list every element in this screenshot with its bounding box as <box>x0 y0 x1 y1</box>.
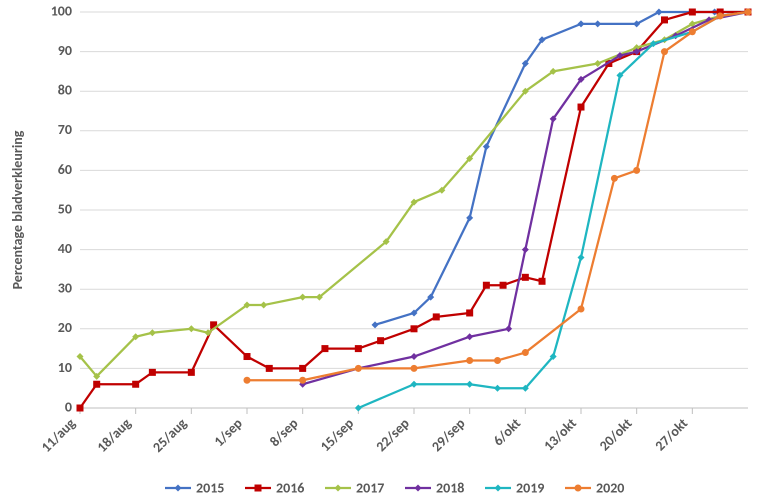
y-tick-label: 20 <box>58 319 72 336</box>
y-tick-label: 80 <box>58 82 72 99</box>
legend-label: 2018 <box>436 479 464 496</box>
chart-svg: 010203040506070809010011/aug18/aug25/aug… <box>0 0 770 502</box>
legend-label: 2019 <box>516 479 544 496</box>
legend-label: 2015 <box>196 479 224 496</box>
y-tick-label: 30 <box>58 280 72 297</box>
y-tick-label: 70 <box>58 121 72 138</box>
line-chart: 010203040506070809010011/aug18/aug25/aug… <box>0 0 770 502</box>
y-tick-label: 0 <box>65 398 72 415</box>
legend-label: 2020 <box>596 479 624 496</box>
y-tick-label: 60 <box>58 161 72 178</box>
y-tick-label: 10 <box>58 359 72 376</box>
y-tick-label: 50 <box>58 200 72 217</box>
legend-label: 2016 <box>276 479 304 496</box>
y-axis-title: Percentage bladverkleuring <box>9 130 26 289</box>
y-tick-label: 90 <box>58 42 72 59</box>
legend-label: 2017 <box>356 479 384 496</box>
y-tick-label: 40 <box>58 240 72 257</box>
y-tick-label: 100 <box>51 2 72 19</box>
